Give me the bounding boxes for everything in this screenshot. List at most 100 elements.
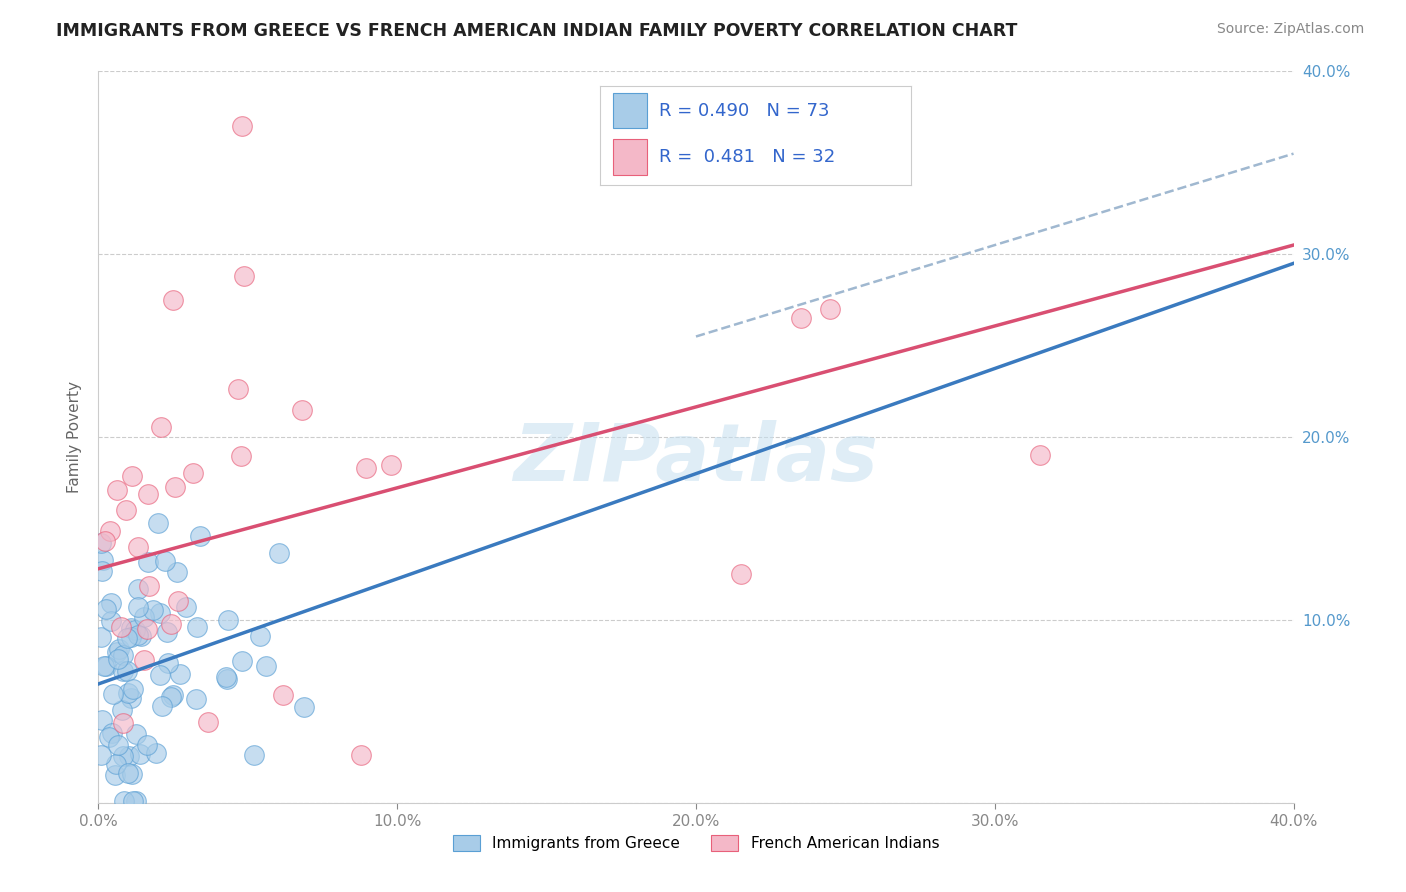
Point <box>117 686 139 700</box>
Point <box>115 664 138 678</box>
Point <box>156 625 179 640</box>
Point <box>249 629 271 643</box>
Point <box>354 461 377 475</box>
Point <box>98 730 121 744</box>
Point <box>107 739 129 753</box>
Point <box>138 579 160 593</box>
Point <box>271 688 294 702</box>
Point <box>98 524 121 539</box>
Point <box>215 670 238 684</box>
Point <box>91 713 114 727</box>
Point <box>94 533 117 548</box>
Point <box>169 667 191 681</box>
Point <box>124 623 146 637</box>
Point <box>111 703 134 717</box>
Point <box>91 553 114 567</box>
Point <box>149 668 172 682</box>
Point <box>94 659 117 673</box>
Point <box>104 768 127 782</box>
Point <box>1028 448 1050 462</box>
Point <box>121 766 143 780</box>
Point <box>160 617 183 632</box>
Point <box>226 383 249 397</box>
Point <box>350 747 373 762</box>
Point <box>112 648 135 662</box>
Point <box>104 757 127 772</box>
Point <box>117 766 139 780</box>
Point <box>112 794 135 808</box>
Point <box>231 449 253 463</box>
Point <box>127 628 149 642</box>
Point <box>121 469 143 483</box>
Point <box>267 546 290 560</box>
Point <box>91 564 114 578</box>
Point <box>120 621 142 635</box>
Point <box>111 715 134 730</box>
Point <box>160 690 183 705</box>
Point <box>148 606 170 620</box>
Point <box>125 794 148 808</box>
Point <box>167 593 190 607</box>
Point <box>789 311 811 326</box>
Point <box>231 654 253 668</box>
Point <box>181 466 204 480</box>
Point <box>150 419 173 434</box>
Point <box>112 749 135 764</box>
Point <box>134 610 156 624</box>
Point <box>188 529 211 543</box>
Point <box>90 536 112 550</box>
Point <box>217 613 239 627</box>
Point <box>127 599 149 614</box>
Point <box>101 726 124 740</box>
Point <box>107 652 129 666</box>
Point <box>165 480 187 494</box>
Point <box>100 615 122 629</box>
Point <box>243 748 266 763</box>
Point <box>730 567 752 582</box>
Point <box>162 293 184 307</box>
Point <box>121 681 143 696</box>
Point <box>197 714 219 729</box>
Point <box>292 699 315 714</box>
Point <box>135 738 157 752</box>
Point <box>129 629 152 643</box>
Text: IMMIGRANTS FROM GREECE VS FRENCH AMERICAN INDIAN FAMILY POVERTY CORRELATION CHAR: IMMIGRANTS FROM GREECE VS FRENCH AMERICA… <box>56 22 1018 40</box>
Point <box>118 748 141 763</box>
Point <box>120 691 142 706</box>
Point <box>291 402 314 417</box>
Point <box>233 268 256 283</box>
Point <box>136 487 159 501</box>
Point <box>117 631 139 645</box>
Point <box>129 747 152 761</box>
Point <box>90 630 112 644</box>
Point <box>121 630 143 644</box>
Point <box>125 726 148 740</box>
Point <box>93 659 115 673</box>
Point <box>217 672 239 686</box>
Point <box>107 642 129 657</box>
Point <box>122 794 145 808</box>
Point <box>134 653 156 667</box>
Point <box>100 596 122 610</box>
Point <box>152 699 174 714</box>
Point <box>101 687 124 701</box>
Point <box>110 620 132 634</box>
Legend: Immigrants from Greece, French American Indians: Immigrants from Greece, French American … <box>447 830 945 857</box>
Point <box>127 582 149 596</box>
Point <box>127 540 149 554</box>
Point <box>105 645 128 659</box>
Point <box>162 688 184 702</box>
Point <box>105 483 128 497</box>
Point <box>94 601 117 615</box>
Point <box>146 516 169 530</box>
Point <box>231 120 253 134</box>
Point <box>90 747 112 762</box>
Point <box>156 656 179 670</box>
Point <box>254 659 277 673</box>
Y-axis label: Family Poverty: Family Poverty <box>67 381 83 493</box>
Point <box>174 600 197 615</box>
Point <box>111 664 134 678</box>
Point <box>135 622 157 636</box>
Text: ZIPatlas: ZIPatlas <box>513 420 879 498</box>
Point <box>115 503 138 517</box>
